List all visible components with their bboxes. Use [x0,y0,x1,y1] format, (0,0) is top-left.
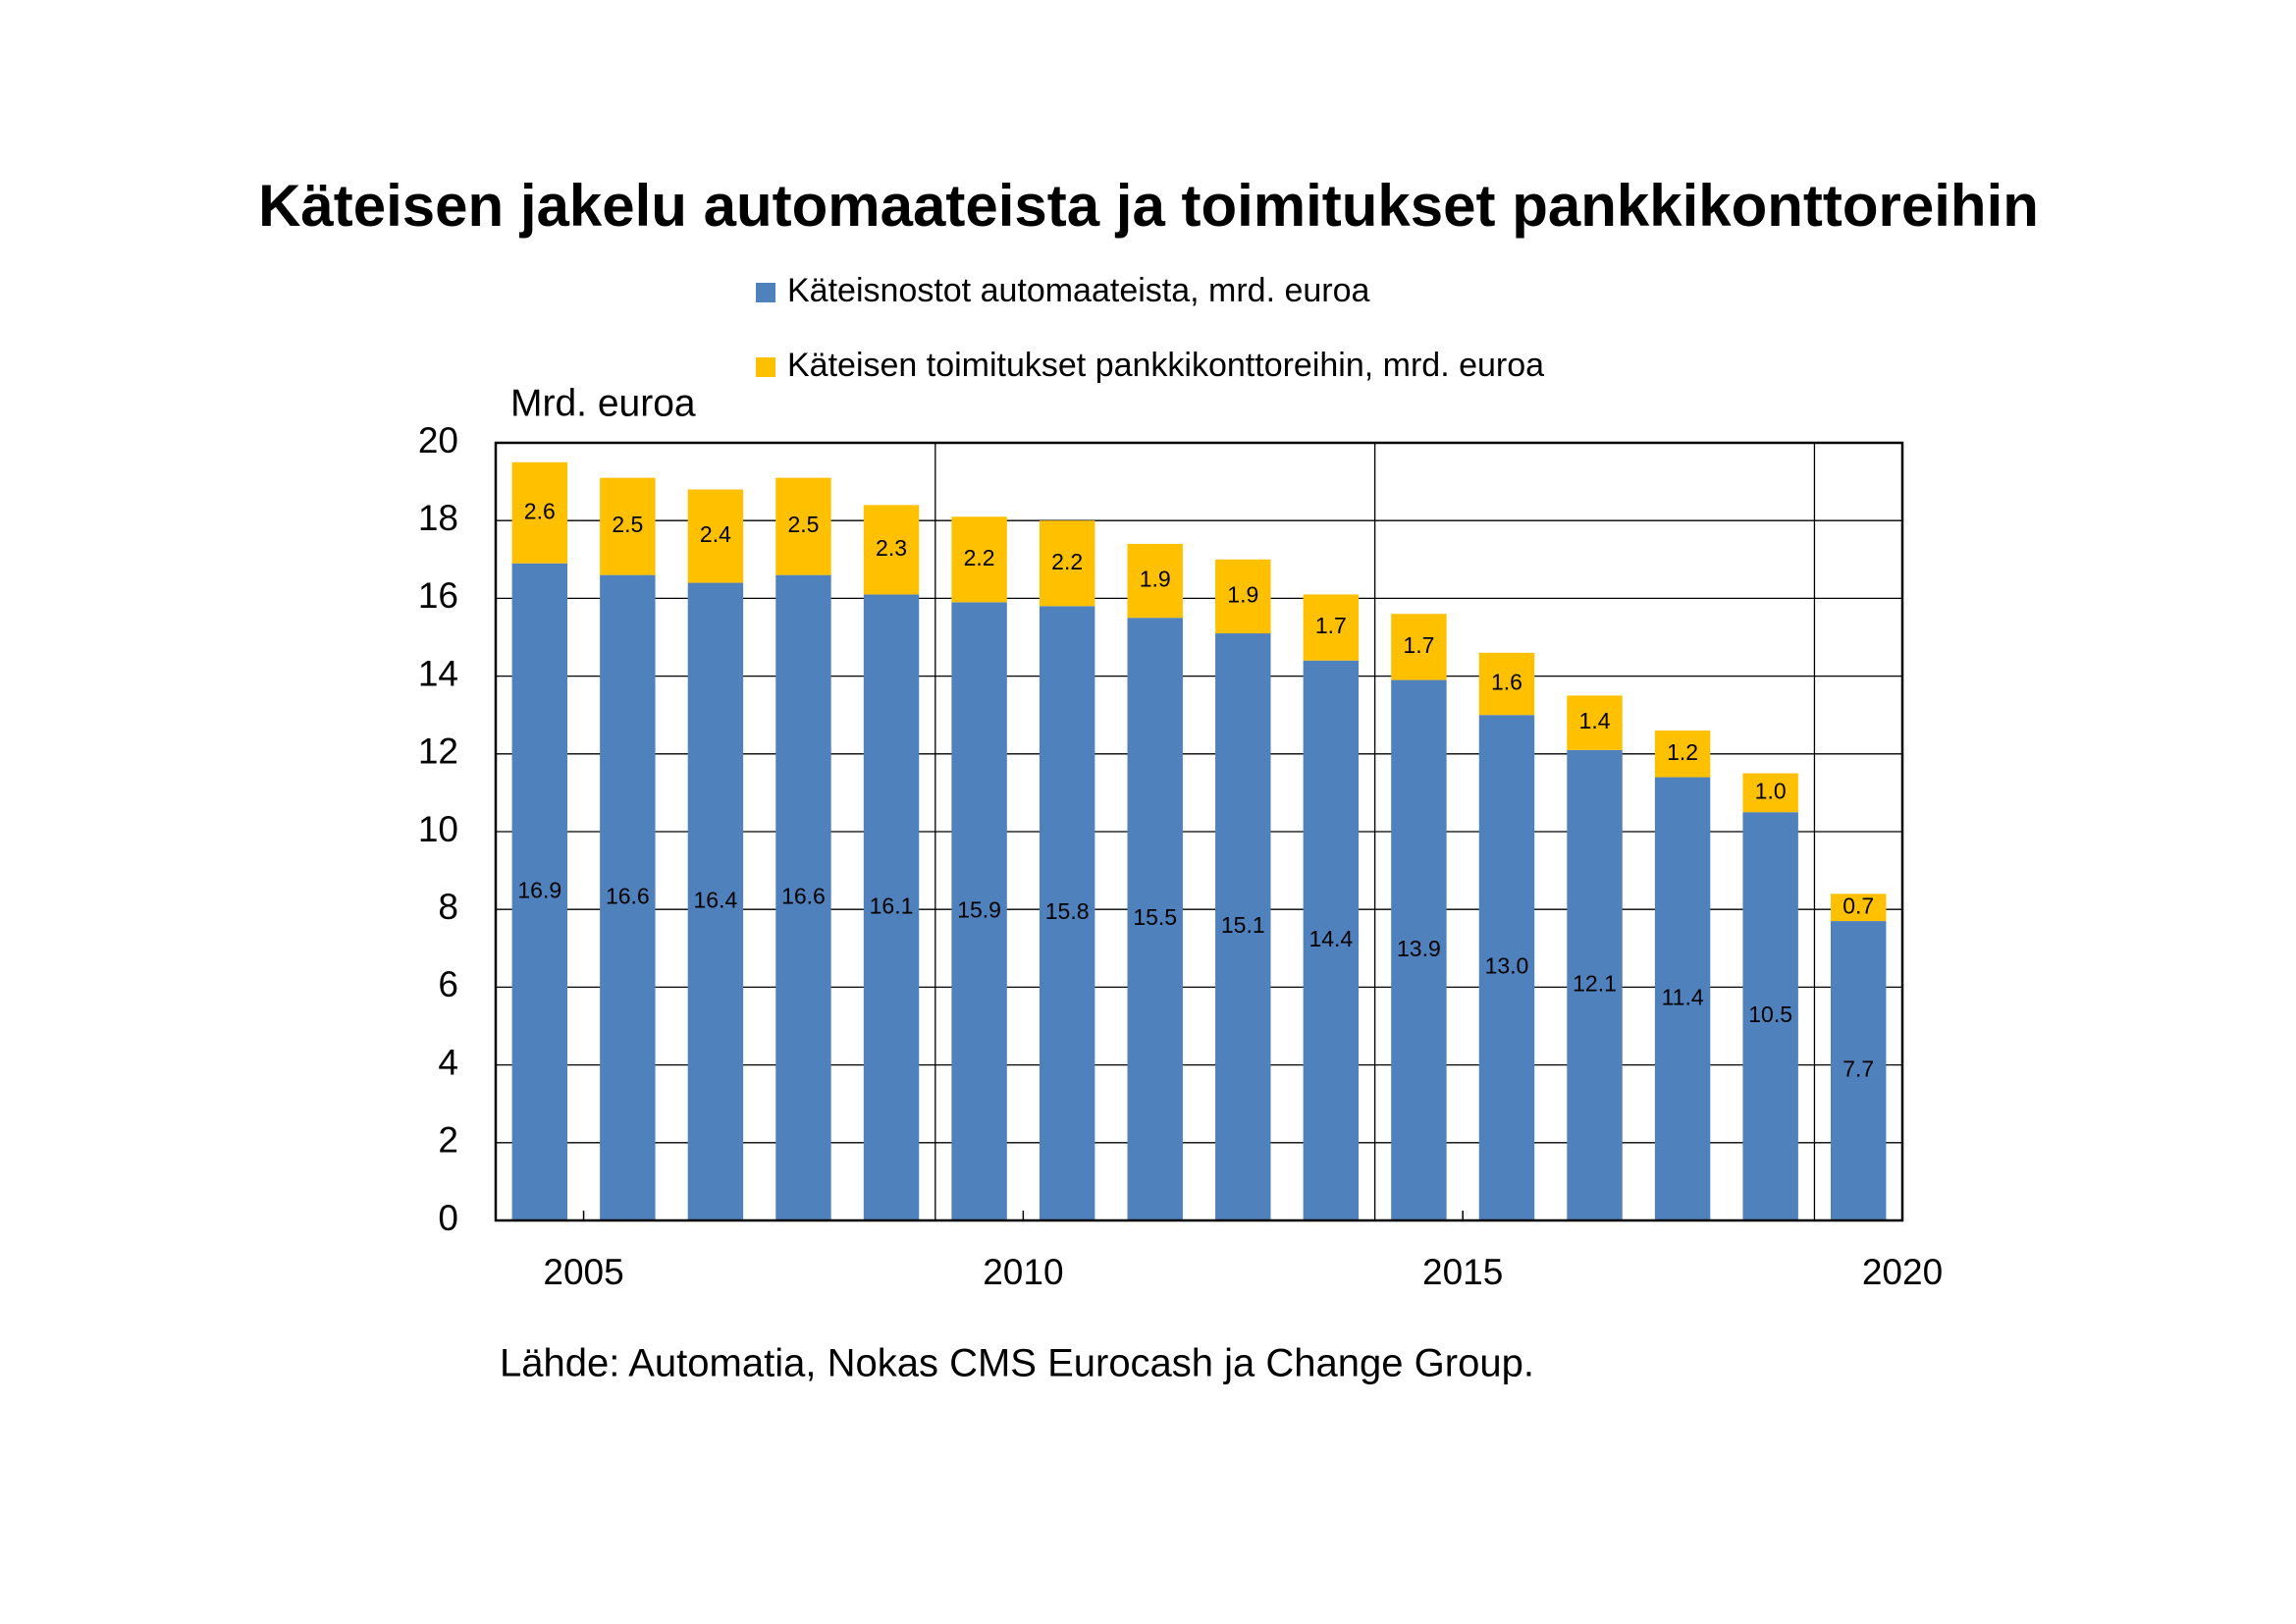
y-tick-label: 6 [438,964,458,1004]
bar-segment [775,477,831,575]
x-tick-label: 2015 [1422,1252,1503,1292]
data-label: 13.9 [1397,936,1441,961]
data-label: 1.7 [1315,613,1347,638]
bar-segment [1391,679,1447,1220]
legend-swatch [756,357,775,377]
data-label: 1.0 [1755,778,1787,803]
data-label: 16.6 [606,883,650,908]
bar-segment [1478,652,1535,716]
data-label: 7.7 [1842,1056,1874,1082]
bar-segment [1654,731,1711,778]
bar-segment [511,563,567,1220]
bar-segment [1831,893,1887,922]
y-tick-label: 14 [418,653,458,693]
data-label: 11.4 [1662,984,1704,1009]
data-label: 0.7 [1842,893,1874,918]
y-tick-label: 4 [438,1042,458,1082]
y-tick-label: 0 [438,1198,458,1238]
y-tick-label: 8 [438,887,458,927]
data-label: 15.5 [1133,904,1177,930]
bar-segment [1654,777,1711,1220]
x-tick-label: 2020 [1862,1252,1943,1292]
data-label: 15.9 [957,896,1001,922]
data-label: 2.5 [787,512,819,537]
data-label: 1.9 [1227,581,1258,607]
bar-segment [1567,695,1623,750]
y-tick-label: 2 [438,1120,458,1161]
bar-segment [1039,520,1095,607]
y-tick-label: 16 [418,575,458,616]
bar-segment [511,461,567,564]
plot-border [494,441,1904,1222]
data-label: 2.2 [964,545,995,570]
data-label: 1.2 [1667,739,1698,765]
y-axis-label: Mrd. euroa [510,382,696,424]
data-label: 14.4 [1308,926,1353,951]
bar-segment [1567,749,1623,1220]
y-tick-label: 10 [418,809,458,849]
bar-segment [1742,773,1798,813]
bar-segment [1039,606,1095,1220]
data-label: 15.1 [1221,912,1265,938]
x-tick-label: 2005 [543,1252,623,1292]
data-label: 2.2 [1051,549,1083,574]
bar-segment [687,582,744,1220]
data-label: 10.5 [1748,1001,1792,1027]
legend-swatch [756,283,775,302]
data-label: 16.1 [870,893,914,918]
bar-segment [1742,812,1798,1220]
bar-segment [863,594,920,1220]
y-tick-label: 20 [418,420,458,460]
bar-segment [863,505,920,595]
bar-segment [1215,633,1271,1220]
x-tick-label: 2010 [983,1252,1063,1292]
y-tick-label: 18 [418,498,458,538]
bar-segment [1478,715,1535,1220]
bar-segment [951,516,1007,603]
data-label: 2.3 [876,535,907,561]
bar-segment [1303,594,1360,661]
bar-segment [1303,660,1360,1220]
data-label: 1.7 [1403,632,1434,658]
bar-segment [1831,921,1887,1220]
data-label: 2.6 [524,498,556,523]
data-label: 2.4 [700,521,731,547]
bar-segment [600,477,656,575]
chart-title: Käteisen jakelu automaateista ja toimitu… [258,173,2039,239]
bar-segment [600,574,656,1220]
bar-segment [1127,543,1183,619]
data-label: 1.4 [1579,708,1611,733]
data-label: 16.6 [781,883,826,908]
bar-segment [1127,618,1183,1220]
data-label: 1.6 [1491,670,1522,695]
data-label: 16.9 [517,877,561,902]
legend-label: Käteisen toimitukset pankkikonttoreihin,… [787,347,1544,384]
data-label: 16.4 [694,887,738,912]
data-label: 2.5 [612,512,643,537]
bar-segment [951,602,1007,1220]
data-label: 13.0 [1485,953,1529,979]
data-label: 15.8 [1045,898,1090,924]
bar-segment [1215,559,1271,634]
bar-segment [775,574,831,1220]
data-label: 12.1 [1573,970,1617,996]
y-tick-label: 12 [418,731,458,772]
legend-label: Käteisnostot automaateista, mrd. euroa [787,272,1370,309]
data-label: 1.9 [1140,567,1171,592]
source-note: Lähde: Automatia, Nokas CMS Eurocash ja … [500,1342,1534,1385]
bar-segment [1391,614,1447,680]
bar-segment [687,489,744,583]
